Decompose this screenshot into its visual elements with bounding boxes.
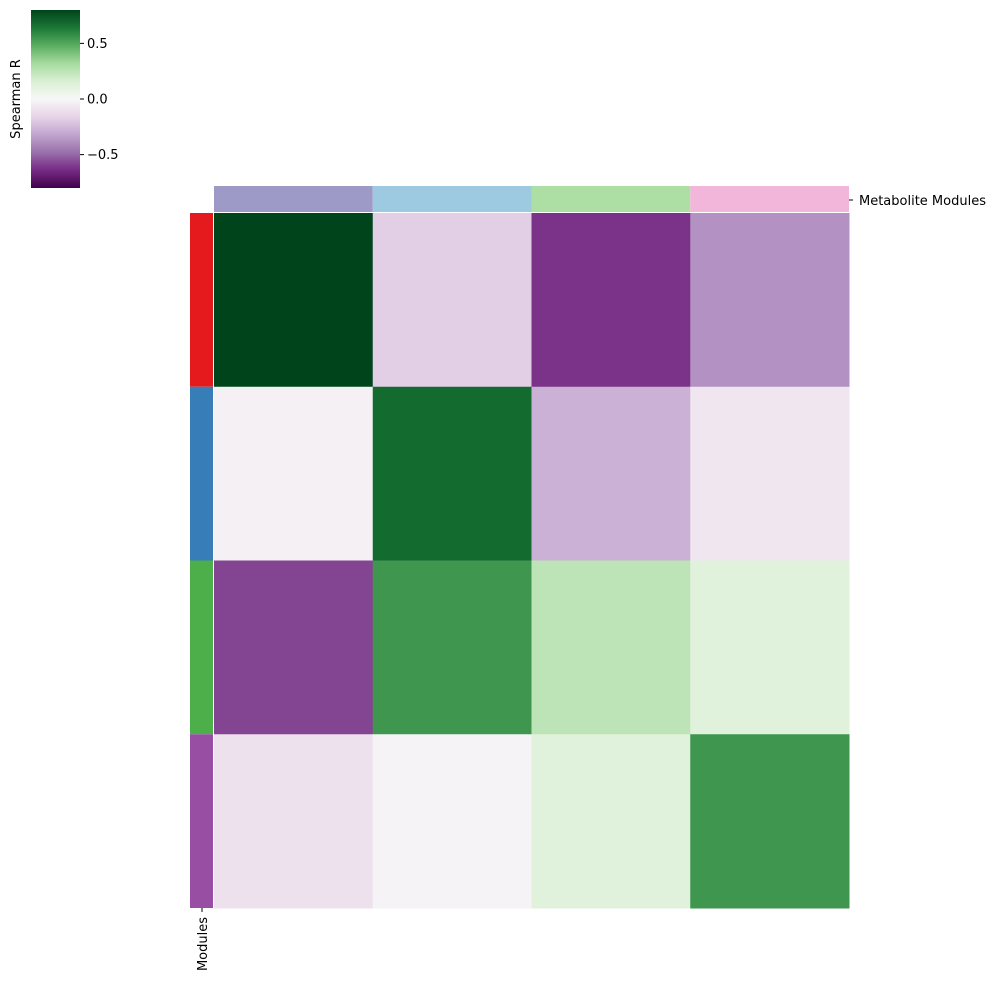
- colorbar-tick-label: −0.5: [87, 148, 119, 163]
- heatmap-cell-r3-c4: [690, 560, 850, 735]
- heatmap-cell-r2-c4: [690, 386, 850, 561]
- column-color-1: [214, 186, 373, 212]
- heatmap-cell-r1-c4: [690, 213, 850, 388]
- heatmap-cell-r4-c3: [531, 734, 691, 909]
- row-color-3: [190, 560, 213, 735]
- heatmap-cell-r4-c1: [214, 734, 374, 909]
- heatmap-cell-r3-c2: [372, 560, 532, 735]
- colorbar-gradient: [31, 10, 80, 188]
- row-color-1: [190, 213, 213, 387]
- heatmap-cell-r3-c3: [531, 560, 691, 735]
- row-color-4: [190, 734, 213, 908]
- heatmap-cell-r4-c2: [372, 734, 532, 909]
- heatmap-matrix: [214, 213, 850, 909]
- colorbar-tick-label: 0.0: [87, 93, 108, 108]
- row-color-2: [190, 386, 213, 561]
- heatmap-cell-r1-c3: [531, 213, 691, 388]
- heatmap-cell-r2-c1: [214, 386, 374, 561]
- row-color-annotation: [190, 213, 213, 908]
- colorbar: 0.5 0.0 −0.5 Spearman R: [9, 10, 119, 188]
- heatmap-cell-r3-c1: [214, 560, 374, 735]
- column-color-2: [372, 186, 532, 212]
- heatmap-cell-r4-c4: [690, 734, 850, 909]
- column-color-4: [690, 186, 849, 212]
- heatmap-cell-r1-c1: [214, 213, 374, 388]
- column-annotation-label: Metabolite Modules: [859, 194, 986, 209]
- row-annotation-label: Modules: [196, 917, 211, 971]
- column-color-annotation: [214, 186, 849, 212]
- colorbar-label: Spearman R: [9, 59, 24, 139]
- colorbar-ticks: 0.5 0.0 −0.5: [80, 37, 119, 163]
- heatmap-cell-r2-c3: [531, 386, 691, 561]
- heatmap-cell-r1-c2: [372, 213, 532, 388]
- colorbar-tick-label: 0.5: [87, 37, 108, 52]
- heatmap-cell-r2-c2: [372, 386, 532, 561]
- column-color-3: [531, 186, 691, 212]
